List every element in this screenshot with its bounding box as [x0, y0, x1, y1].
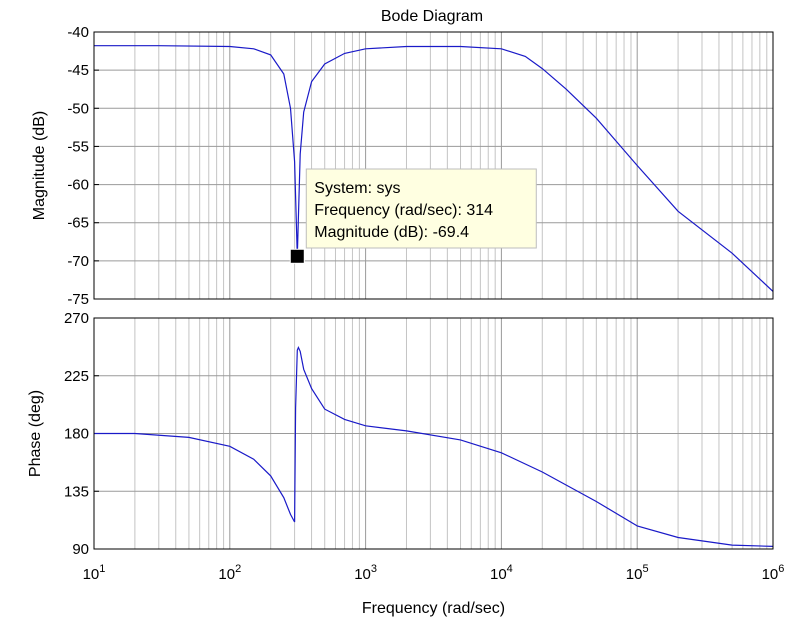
magnitude-axes: -40 -45 -50 -55 -60 -65 -70 -75 Magnitude (dB) [31, 24, 774, 308]
x-tick-label: 106 [762, 563, 785, 583]
chart-title: Bode Diagram [381, 8, 483, 25]
y-tick-label: -70 [67, 253, 89, 270]
phase-line [94, 346, 774, 547]
data-tip-box [305, 168, 537, 249]
phase-grid [94, 318, 773, 549]
y-tick-label: -50 [67, 100, 89, 117]
phase-y-ticks: 270 225 180 135 90 [64, 310, 99, 558]
y-tick-label: -65 [67, 215, 89, 232]
phase-axes: 270 225 180 135 90 101 102 103 104 105 106 Phase … [27, 310, 784, 617]
y-tick-label: 225 [64, 368, 89, 385]
phase-y-axis-label: Phase (deg) [27, 390, 44, 477]
data-tip-frequency: Frequency (rad/sec): 314 [314, 202, 493, 219]
x-tick-label: 105 [626, 563, 649, 583]
y-tick-label: -40 [67, 24, 89, 41]
data-tip-magnitude: Magnitude (dB): -69.4 [314, 224, 469, 241]
phase-axes-frame [93, 317, 774, 550]
x-tick-label: 101 [83, 563, 106, 583]
data-tip-marker[interactable] [289, 248, 305, 264]
y-tick-label: -60 [67, 177, 89, 194]
y-tick-label: 90 [72, 541, 89, 558]
y-tick-label: 180 [64, 426, 89, 443]
x-tick-label: 102 [218, 563, 241, 583]
data-tip-system: System: sys [314, 180, 400, 197]
magnitude-grid [94, 32, 773, 299]
frequency-x-axis-label: Frequency (rad/sec) [362, 600, 505, 617]
data-tip[interactable]: System: sys Frequency (rad/sec): 314 Mag… [289, 168, 537, 264]
magnitude-y-axis-label: Magnitude (dB) [31, 111, 48, 220]
phase-series [94, 346, 774, 547]
magnitude-series [94, 45, 774, 292]
x-tick-label: 104 [490, 563, 513, 583]
y-tick-label: 270 [64, 310, 89, 327]
y-tick-label: -75 [67, 291, 89, 308]
magnitude-y-ticks: -40 -45 -50 -55 -60 -65 -70 -75 [67, 24, 99, 308]
magnitude-line [94, 45, 774, 292]
y-tick-label: 135 [64, 483, 89, 500]
y-tick-label: -55 [67, 138, 89, 155]
y-tick-label: -45 [67, 62, 89, 79]
x-tick-label: 103 [354, 563, 377, 583]
magnitude-axes-frame [93, 31, 774, 300]
frequency-x-ticks: 101 102 103 104 105 106 [83, 563, 785, 583]
